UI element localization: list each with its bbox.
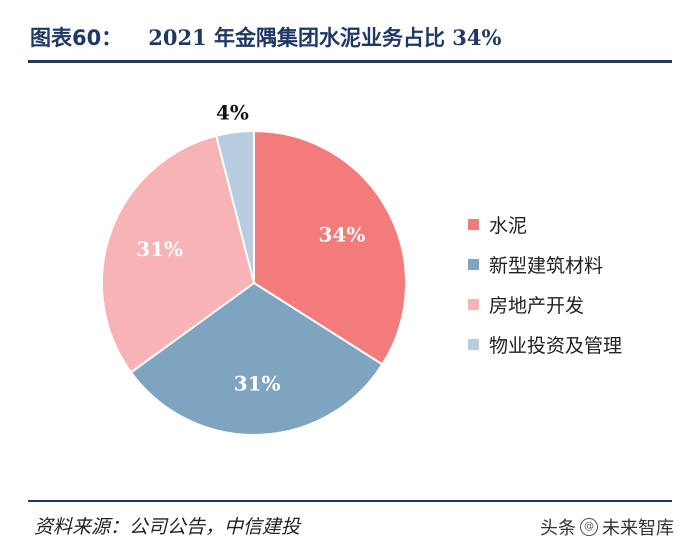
pie-label-4: 4% xyxy=(216,100,249,124)
legend-swatch xyxy=(468,258,479,270)
footer-divider xyxy=(28,500,672,502)
legend-item-2: 新型建筑材料 xyxy=(468,250,688,278)
legend-swatch xyxy=(468,218,479,230)
pie-slice-2 xyxy=(129,281,384,436)
pie-label-3: 31% xyxy=(136,237,183,261)
pie-chart: 34% 31% 31% 4% xyxy=(101,100,407,436)
pie-slice-4 xyxy=(214,129,255,284)
watermark-logo-icon: @ xyxy=(580,518,598,536)
chart-title: 图表60： 2021 年金隅集团水泥业务占比 34% xyxy=(30,22,670,52)
legend-label: 水泥 xyxy=(489,214,528,237)
legend-label: 房地产开发 xyxy=(489,294,585,317)
pie-label-2: 31% xyxy=(234,371,281,395)
legend-item-3: 房地产开发 xyxy=(468,290,688,318)
figure-number: 图表60： xyxy=(30,26,123,50)
chart-legend: 水泥新型建筑材料 房地产开发物业投资及管理 xyxy=(468,210,688,370)
pie-slices xyxy=(101,129,407,436)
watermark-brand: 未来智库 xyxy=(602,518,674,539)
source-note: 资料来源：公司公告，中信建投 xyxy=(34,516,301,538)
watermark: 头条 @ 未来智库 xyxy=(540,514,674,540)
legend-label: 新型建筑材料 xyxy=(489,254,604,277)
legend-label: 物业投资及管理 xyxy=(489,334,623,357)
legend-swatch xyxy=(468,298,479,310)
watermark-prefix: 头条 xyxy=(540,518,576,539)
pie-labels: 34% 31% 31% 4% xyxy=(136,100,365,395)
legend-swatch xyxy=(468,338,479,350)
legend-item-1: 水泥 xyxy=(468,210,688,238)
title-divider xyxy=(28,60,672,63)
pie-slice-3 xyxy=(101,134,256,374)
figure-title: 2021 年金隅集团水泥业务占比 34% xyxy=(148,25,502,50)
legend-item-4: 物业投资及管理 xyxy=(468,330,688,358)
pie-label-1: 34% xyxy=(318,223,365,247)
